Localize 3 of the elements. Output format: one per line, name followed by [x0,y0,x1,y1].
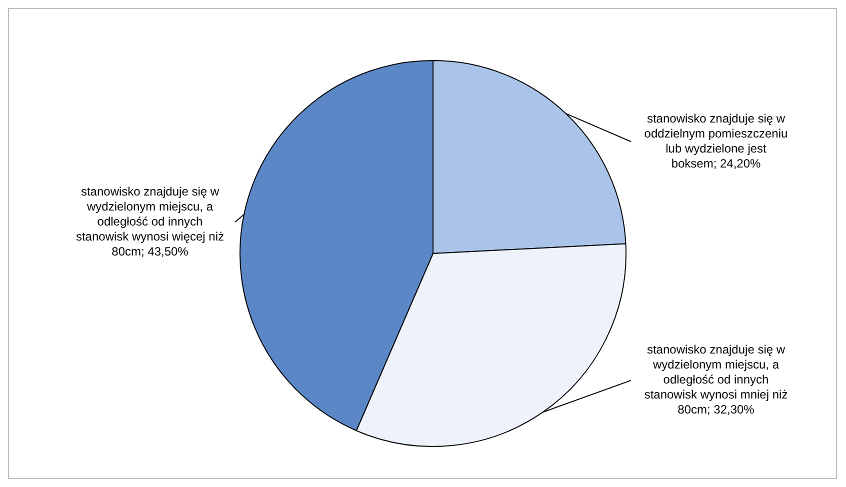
slice-label: stanowisko znajduje się w wydzielonym miejscu, a odległość od innych stanowisk wynosi mniej niż 80cm; 32,30% [644,342,788,417]
slice-label: stanowisko znajduje się w oddzielnym pomieszczeniu lub wydzielone jest boksem; 24,20% [644,111,788,170]
slice-label: stanowisko znajduje się w wydzielonym miejscu, a odległość od innych stanowisk wynosi więcej niż 80cm; 43,50% [76,184,224,258]
